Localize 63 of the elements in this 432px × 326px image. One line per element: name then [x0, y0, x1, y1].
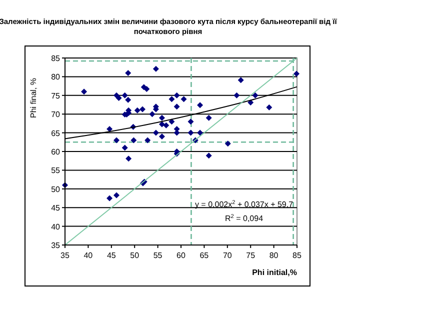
x-tick-label: 60	[176, 251, 186, 260]
point	[180, 96, 187, 102]
point	[81, 88, 88, 95]
point	[294, 70, 300, 77]
point	[197, 102, 204, 108]
point	[234, 92, 240, 98]
x-tick-label: 80	[269, 251, 279, 260]
point	[168, 96, 175, 102]
point	[252, 92, 258, 98]
point	[114, 137, 120, 144]
point	[126, 156, 132, 162]
annotation: R$^{2}$ = 0,094	[224, 214, 264, 223]
point	[116, 95, 122, 102]
x-tick-label: 70	[222, 251, 232, 260]
y-tick-label: 55	[51, 166, 61, 176]
point	[144, 137, 151, 144]
y-tick-label: 75	[51, 91, 61, 100]
y-tick-label: 35	[51, 241, 61, 250]
y-tick-label: 40	[51, 222, 61, 232]
x-tick-label: 35	[60, 251, 70, 260]
point	[149, 111, 156, 118]
x-tick-label: 45	[106, 251, 116, 260]
point	[163, 122, 170, 128]
point	[144, 86, 150, 92]
y-tick-label: 80	[51, 72, 61, 82]
x-axis-title: Phi initial,%	[252, 268, 297, 277]
point	[106, 195, 113, 202]
point	[134, 107, 140, 114]
y-axis-title: Phi final, %	[29, 78, 38, 118]
point	[130, 137, 137, 144]
point	[125, 96, 132, 103]
point	[158, 134, 165, 140]
point	[158, 114, 165, 121]
point	[125, 70, 132, 76]
y-tick-label: 85	[51, 54, 61, 63]
y-tick-label: 50	[51, 184, 61, 194]
point	[152, 130, 159, 136]
x-tick-label: 65	[200, 251, 210, 260]
point	[122, 144, 128, 151]
point	[188, 130, 194, 136]
x-tick-label: 50	[130, 251, 140, 260]
point	[238, 77, 244, 84]
point	[152, 66, 159, 72]
x-tick-label: 75	[246, 251, 256, 260]
point	[114, 192, 120, 198]
point	[188, 118, 194, 125]
point	[174, 92, 180, 98]
point	[197, 130, 204, 136]
y-tick-label: 70	[51, 110, 61, 120]
point	[206, 152, 212, 159]
y-tick-label: 60	[51, 148, 61, 156]
point	[206, 114, 212, 121]
x-tick-label: 40	[84, 251, 94, 260]
y-tick-label: 45	[51, 204, 61, 213]
point	[139, 106, 146, 112]
point	[266, 104, 272, 110]
x-tick-label: 85	[292, 251, 302, 260]
y-tick-label: 65	[51, 128, 61, 138]
point	[122, 92, 128, 98]
point	[174, 104, 180, 110]
point	[248, 100, 254, 106]
point	[224, 140, 231, 147]
x-tick-label: 55	[153, 251, 163, 260]
